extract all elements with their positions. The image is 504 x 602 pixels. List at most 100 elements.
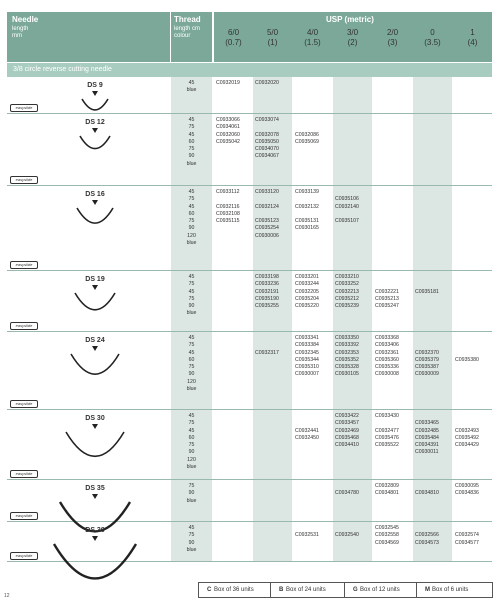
product-codes: C0932221 C0935213 C0935247 — [375, 288, 399, 310]
thread-lengths: 45 75 45 60 75 90 120 blue — [186, 189, 197, 247]
legend-text: Box of 24 units — [286, 587, 326, 593]
easyslide-logo: easyslide — [10, 470, 38, 478]
legend-code: B — [279, 587, 284, 593]
product-codes: C0930095 C0934836 — [455, 483, 479, 497]
product-codes: C0932370 C0935379 C0935387 C0930009 — [415, 349, 439, 378]
legend-code: C — [207, 587, 212, 593]
needle-curve-icon — [65, 424, 125, 458]
section-band: 3/8 circle reverse cutting needle — [7, 63, 492, 77]
easyslide-logo: easyslide — [10, 552, 38, 560]
thread-lengths: 75 90 blue — [186, 483, 197, 504]
needle-header-unit: mm — [12, 33, 22, 39]
usp-column-header: 4/0 (1.5) — [293, 28, 332, 48]
product-codes: C0932566 C0934573 — [415, 532, 439, 546]
metric-size: (1.5) — [304, 38, 321, 47]
needle-name: DS 12 — [85, 119, 105, 126]
product-codes: C0933350 C0933392 C0932353 C0935352 C093… — [335, 335, 359, 378]
thread-header-title: Thread — [174, 15, 201, 24]
legend-box: M Box of 6 units — [416, 582, 493, 598]
needle-curve-icon — [76, 200, 114, 224]
usp-size: 2/0 — [386, 28, 399, 37]
product-codes: C0933201 C0933244 C0932205 C0935204 C093… — [295, 274, 319, 310]
legend-text: Box of 6 units — [432, 587, 469, 593]
product-codes: C0933120 C0932124 C0935123 C0935254 C093… — [255, 189, 279, 239]
needle-header: Needle length mm — [7, 12, 170, 62]
column-stripe — [413, 77, 452, 562]
usp-size: 1 — [470, 28, 475, 37]
product-codes: C0933422 C0933457 C0932469 C0935468 C093… — [335, 413, 359, 449]
row-separator — [7, 409, 492, 410]
legend-code: M — [425, 587, 430, 593]
thread-lengths: 45 75 45 60 75 90 120 blue — [186, 413, 197, 471]
metric-size: (3.5) — [424, 38, 441, 47]
usp-size: 5/0 — [266, 28, 279, 37]
usp-size: 0 — [430, 28, 435, 37]
product-codes: C0932019 — [216, 80, 240, 86]
usp-header-title: USP (metric) — [326, 15, 374, 24]
usp-column-header: 6/0 (0.7) — [214, 28, 253, 48]
product-codes: C0932540 — [335, 532, 359, 539]
usp-column-header: 1 (4) — [453, 28, 492, 48]
needle-curve-icon — [74, 285, 116, 311]
legend-box: G Box of 12 units — [344, 582, 417, 598]
needle-header-length: length — [12, 26, 29, 32]
usp-column-header: 0 (3.5) — [413, 28, 452, 48]
row-separator — [7, 185, 492, 186]
product-codes: C0933074 C0932078 C0935050 C0934070 C093… — [255, 117, 279, 160]
metric-size: (3) — [387, 38, 398, 47]
needle-curve-icon — [58, 494, 132, 533]
needle-curve-icon — [70, 346, 120, 375]
legend-text: Box of 36 units — [214, 587, 254, 593]
row-separator — [7, 331, 492, 332]
thread-lengths: 45 blue — [186, 80, 197, 94]
needle-curve-icon — [79, 128, 111, 150]
product-codes: C0934810 — [415, 490, 439, 497]
product-codes: C0932086 C0935069 — [295, 131, 319, 145]
needle-name: DS 19 — [85, 276, 105, 283]
thread-header: Thread length cm colour — [171, 12, 212, 62]
product-codes: C0933465 C0932485 C0935484 C0934391 C093… — [415, 420, 439, 456]
product-codes: C0935106 C0932140 C0935107 — [335, 196, 359, 225]
row-separator — [7, 270, 492, 271]
easyslide-logo: easyslide — [10, 512, 38, 520]
legend-code: G — [353, 587, 358, 593]
thread-lengths: 45 75 45 75 90 blue — [186, 274, 197, 317]
row-separator — [7, 561, 492, 562]
section-title: 3/8 circle reverse cutting needle — [13, 66, 112, 73]
usp-column-header: 2/0 (3) — [373, 28, 412, 48]
usp-header: USP (metric) — [214, 12, 492, 62]
product-codes: C0932441 C0932450 — [295, 427, 319, 441]
legend-box: B Box of 24 units — [270, 582, 345, 598]
needle-name: DS 35 — [85, 485, 105, 492]
product-table: Needle length mm Thread length cm colour… — [7, 12, 492, 580]
product-codes: C0933341 C0933384 C0932345 C0935344 C093… — [295, 335, 319, 378]
product-codes: C0932317 — [255, 349, 279, 356]
needle-name: DS 9 — [87, 82, 103, 89]
easyslide-logo: easyslide — [10, 104, 38, 112]
needle-name: DS 16 — [85, 191, 105, 198]
column-stripe — [253, 77, 292, 562]
metric-size: (1) — [267, 38, 278, 47]
product-codes: C0933430 C0932477 C0935476 C0935522 — [375, 413, 399, 449]
easyslide-logo: easyslide — [10, 261, 38, 269]
product-codes: C0933198 C0933236 C0932191 C0935190 C093… — [255, 274, 279, 310]
legend-box: C Box of 36 units — [198, 582, 271, 598]
product-codes: C0932493 C0935492 C0934429 — [455, 427, 479, 449]
needle-curve-icon — [81, 91, 109, 111]
metric-size: (2) — [347, 38, 358, 47]
page-number: 12 — [4, 593, 10, 599]
thread-header-colour: colour — [174, 33, 191, 39]
thread-lengths: 45 75 45 60 75 90 blue — [186, 117, 197, 167]
row-separator — [7, 521, 492, 522]
product-codes: C0933066 C0934061 C0932060 C0935042 — [216, 117, 240, 145]
usp-size: 3/0 — [346, 28, 359, 37]
needle-curve-icon — [52, 536, 138, 580]
needle-name: DS 30 — [85, 415, 105, 422]
row-separator — [7, 113, 492, 114]
product-codes: C0934780 — [335, 490, 359, 497]
thread-header-length: length cm — [174, 26, 201, 32]
legend-text: Box of 12 units — [360, 587, 400, 593]
product-codes: C0932545 C0932558 C0934569 — [375, 525, 399, 546]
thread-lengths: 45 75 90 blue — [186, 525, 197, 553]
product-codes: C0932531 — [295, 532, 319, 539]
